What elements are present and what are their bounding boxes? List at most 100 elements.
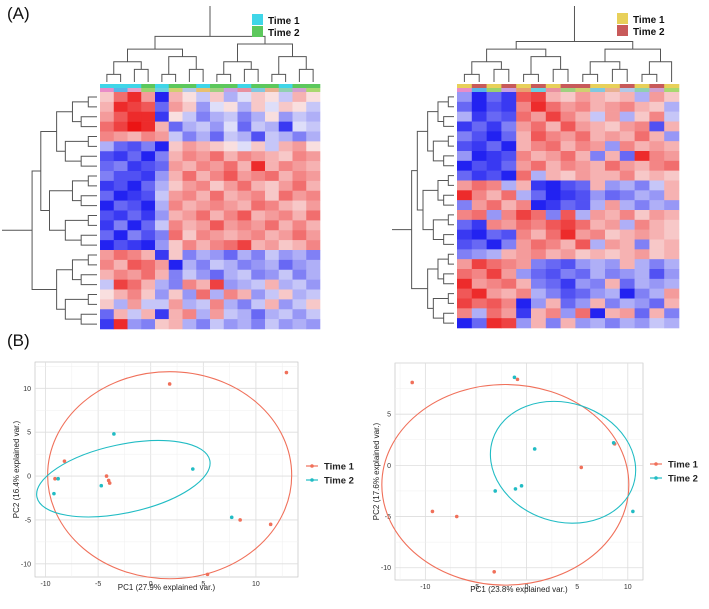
heatmap-left-cell	[292, 289, 307, 300]
heatmap-left-cell	[127, 250, 142, 261]
pca-right-point-time-2	[611, 441, 616, 445]
heatmap-left-cell	[223, 230, 238, 241]
heatmap-left-cell	[113, 289, 128, 300]
heatmap-right-cell	[634, 219, 650, 230]
heatmap-right-cell	[545, 141, 561, 152]
heatmap-right-cell	[560, 170, 576, 181]
heatmap-left-cell	[210, 250, 225, 261]
heatmap-right-cell	[619, 141, 635, 152]
heatmap-left-cell	[306, 250, 321, 261]
heatmap-right-cell	[545, 111, 561, 122]
heatmap-right-cell	[545, 229, 561, 240]
heatmap-left-legend-swatch	[252, 26, 263, 37]
heatmap-left-cell	[292, 200, 307, 211]
pca-right-ellipse-time-2	[489, 400, 637, 524]
heatmap-right-cell	[590, 131, 606, 142]
heatmap-left-cell	[237, 220, 252, 231]
heatmap-left-col-branch	[278, 56, 307, 75]
heatmap-right-cell	[634, 111, 650, 122]
heatmap-right-cell	[545, 131, 561, 142]
heatmap-left-cell	[223, 289, 238, 300]
heatmap-left-cell	[265, 259, 280, 271]
heatmap-right-cell	[590, 92, 606, 103]
heatmap-right-cell	[531, 190, 547, 201]
heatmap-right-cell	[471, 141, 487, 152]
heatmap-right-cell	[649, 239, 665, 250]
heatmap-left-cell	[113, 200, 128, 211]
heatmap-right-cell	[619, 249, 635, 260]
heatmap-right-cell	[531, 288, 547, 299]
heatmap-right-cell	[501, 219, 517, 230]
heatmap-left-annotation-bar	[127, 88, 142, 92]
heatmap-left-cell	[141, 259, 156, 271]
pca-right-point-time-2	[512, 375, 517, 380]
heatmap-left-cell	[100, 210, 115, 221]
heatmap-right-annotation-bar	[664, 88, 680, 92]
heatmap-left-cell	[182, 250, 197, 261]
heatmap-right-annotation-bar	[545, 88, 561, 92]
heatmap-right-annotation-bar	[575, 88, 591, 92]
heatmap-left-cell	[155, 141, 170, 152]
heatmap-left-cell	[127, 101, 142, 113]
heatmap-right-cell	[590, 200, 606, 211]
heatmap-right-cell	[501, 200, 517, 211]
heatmap-right-cell	[605, 249, 621, 260]
heatmap-right-cell	[575, 121, 591, 132]
heatmap-left-annotation-bar	[292, 88, 307, 92]
heatmap-left-cell	[292, 161, 307, 172]
heatmap-right-cell	[531, 111, 547, 122]
heatmap-right-cell	[575, 229, 591, 240]
heatmap-right-cell	[457, 239, 473, 250]
heatmap-right-cell	[605, 298, 621, 309]
heatmap-right-row-branch	[443, 155, 454, 167]
heatmap-left-cell	[168, 200, 183, 211]
heatmap-left-cell	[306, 220, 321, 231]
heatmap-left-cell	[278, 230, 293, 241]
heatmap-left-col-branch	[223, 61, 252, 75]
heatmap-left-cell	[237, 121, 252, 132]
heatmap-right-cell	[516, 121, 532, 132]
heatmap-right-annotation-bar	[605, 88, 621, 92]
heatmap-right-cell	[634, 141, 650, 152]
heatmap-right-cell	[649, 141, 665, 152]
heatmap-left-cell	[237, 259, 252, 271]
heatmap-left-cell	[113, 240, 128, 251]
heatmap-right-cell	[531, 200, 547, 211]
heatmap-right-cell	[516, 210, 532, 221]
heatmap-right-cell	[486, 190, 502, 201]
heatmap-left-cell	[113, 180, 128, 192]
heatmap-left-cell	[168, 319, 183, 330]
heatmap-left-cell	[237, 250, 252, 261]
heatmap-left-cell	[237, 190, 252, 201]
heatmap-left-cell	[278, 121, 293, 132]
heatmap-left-cell	[168, 161, 183, 172]
heatmap-left-cell	[210, 299, 225, 310]
heatmap-left-cell	[182, 131, 197, 142]
heatmap-left-cell	[223, 309, 238, 320]
heatmap-left-cell	[265, 171, 280, 182]
heatmap-right-cell	[545, 121, 561, 132]
heatmap-left-row-branch	[80, 155, 97, 167]
heatmap-right-cell	[634, 210, 650, 221]
heatmap-right-cell	[545, 170, 561, 181]
heatmap-left-cell	[237, 289, 252, 300]
heatmap-right-cell	[619, 121, 635, 132]
heatmap-right-cell	[516, 151, 532, 162]
heatmap-right-cell	[501, 298, 517, 309]
heatmap-left-col-branch	[154, 35, 266, 50]
heatmap-left-cell	[223, 299, 238, 310]
panel-label-b: (B)	[7, 331, 30, 350]
heatmap-left-cell	[292, 101, 307, 113]
heatmap-right-cell	[457, 229, 473, 240]
heatmap-left-cell	[168, 210, 183, 221]
heatmap-left-cell	[210, 180, 225, 192]
heatmap-left-cell	[100, 299, 115, 310]
heatmap-left-cell	[182, 151, 197, 162]
heatmap-left-cell	[292, 92, 307, 103]
heatmap-left-group-bar	[168, 84, 183, 88]
heatmap-left-cell	[265, 180, 280, 192]
heatmap-right-cell	[649, 278, 665, 289]
heatmap-left-cell	[127, 121, 142, 132]
heatmap-left-cell	[100, 161, 115, 172]
heatmap-left-cell	[127, 200, 142, 211]
